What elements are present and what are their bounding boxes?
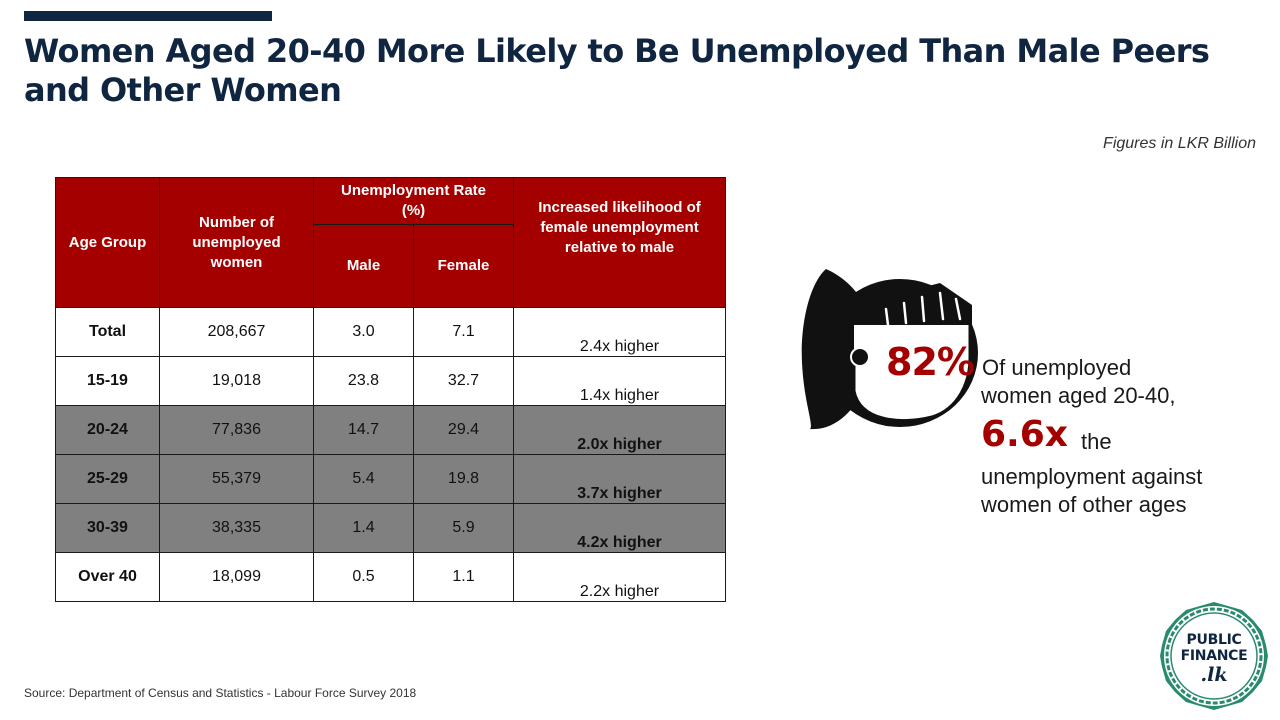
title-accent-bar <box>24 11 272 21</box>
header-male: Male <box>313 224 414 308</box>
cell-age-group: 15-19 <box>55 356 160 406</box>
header-likelihood: Increased likelihood of female unemploym… <box>513 177 726 308</box>
cell-female-rate: 29.4 <box>413 405 514 455</box>
cell-age-group: 30-39 <box>55 503 160 553</box>
header-unemployment-rate: Unemployment Rate (%) <box>313 177 514 225</box>
cell-male-rate: 14.7 <box>313 405 414 455</box>
cell-number: 55,379 <box>159 454 314 504</box>
table-row: 20-24 77,836 14.7 29.4 2.0x higher <box>55 405 726 455</box>
header-number-unemployed: Number of unemployed women <box>159 177 314 308</box>
cell-female-rate: 1.1 <box>413 552 514 602</box>
cell-likelihood: 2.4x higher <box>513 307 726 357</box>
cell-male-rate: 0.5 <box>313 552 414 602</box>
source-note: Source: Department of Census and Statist… <box>24 686 417 700</box>
cell-male-rate: 23.8 <box>313 356 414 406</box>
callout-percent: 82% <box>886 340 975 384</box>
cell-likelihood: 2.2x higher <box>513 552 726 602</box>
cell-number: 77,836 <box>159 405 314 455</box>
cell-male-rate: 1.4 <box>313 503 414 553</box>
cell-likelihood: 2.0x higher <box>513 405 726 455</box>
cell-female-rate: 19.8 <box>413 454 514 504</box>
table-row: 25-29 55,379 5.4 19.8 3.7x higher <box>55 454 726 504</box>
cell-likelihood: 4.2x higher <box>513 503 726 553</box>
callout-line-4: unemployment against <box>981 464 1203 489</box>
cell-likelihood: 3.7x higher <box>513 454 726 504</box>
callout-line-3: the <box>1081 429 1112 454</box>
cell-number: 38,335 <box>159 503 314 553</box>
header-age-group: Age Group <box>55 177 160 308</box>
cell-number: 19,018 <box>159 356 314 406</box>
cell-number: 208,667 <box>159 307 314 357</box>
cell-number: 18,099 <box>159 552 314 602</box>
logo-seal-icon <box>1160 602 1268 710</box>
table-row: 15-19 19,018 23.8 32.7 1.4x higher <box>55 356 726 406</box>
cell-age-group: Total <box>55 307 160 357</box>
cell-age-group: 20-24 <box>55 405 160 455</box>
callout-multiplier: 6.6x <box>981 414 1068 455</box>
table-row: 30-39 38,335 1.4 5.9 4.2x higher <box>55 503 726 553</box>
cell-male-rate: 5.4 <box>313 454 414 504</box>
cell-age-group: 25-29 <box>55 454 160 504</box>
callout-line-5: women of other ages <box>981 492 1187 517</box>
logo-text: PUBLIC FINANCE <box>1180 632 1248 664</box>
cell-female-rate: 5.9 <box>413 503 514 553</box>
cell-male-rate: 3.0 <box>313 307 414 357</box>
callout-line-2: women aged 20-40, <box>981 383 1176 408</box>
table-row: Total 208,667 3.0 7.1 2.4x higher <box>55 307 726 357</box>
woman-icon <box>801 269 978 430</box>
logo-domain: .lk <box>1200 664 1228 686</box>
units-note: Figures in LKR Billion <box>1103 135 1256 152</box>
cell-female-rate: 32.7 <box>413 356 514 406</box>
cell-age-group: Over 40 <box>55 552 160 602</box>
cell-female-rate: 7.1 <box>413 307 514 357</box>
callout-line-1: Of unemployed <box>982 355 1132 380</box>
cell-likelihood: 1.4x higher <box>513 356 726 406</box>
unemployment-table: Age Group Number of unemployed women Une… <box>55 177 726 602</box>
header-female: Female <box>413 224 514 308</box>
table-row: Over 40 18,099 0.5 1.1 2.2x higher <box>55 552 726 602</box>
page-title: Women Aged 20-40 More Likely to Be Unemp… <box>24 32 1210 109</box>
